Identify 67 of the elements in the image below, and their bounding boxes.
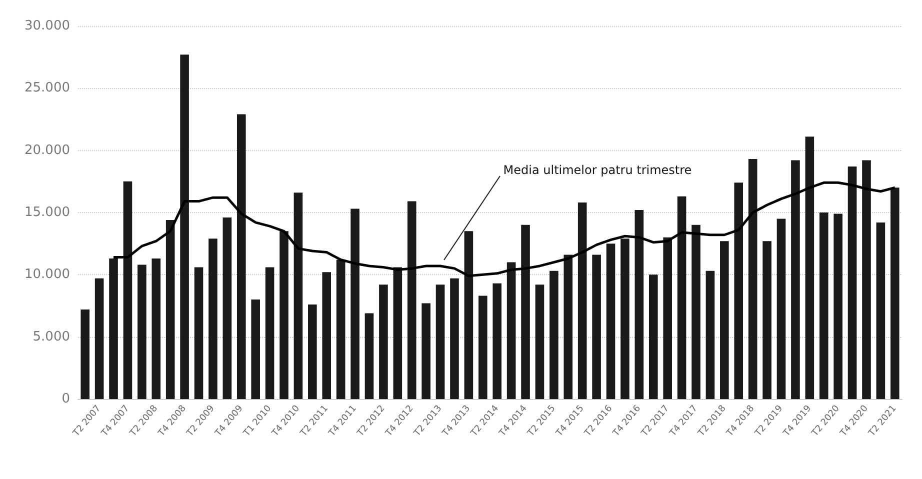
bar [464, 231, 474, 399]
y-tick-label: 5.000 [32, 329, 70, 344]
bar [506, 262, 516, 399]
bar [819, 212, 828, 399]
bar [138, 264, 146, 399]
y-tick-label: 15.000 [24, 205, 70, 220]
bar [350, 208, 360, 399]
bar [80, 309, 90, 399]
bar [379, 284, 388, 399]
bar [450, 278, 459, 399]
bar [152, 258, 161, 399]
bar [166, 220, 175, 399]
bar [834, 214, 842, 399]
bar [251, 300, 260, 399]
bar [478, 296, 488, 399]
bar [734, 182, 744, 399]
bar [592, 254, 601, 399]
bar [776, 218, 786, 399]
bar [492, 283, 502, 399]
bar [294, 192, 303, 399]
bar [564, 254, 573, 399]
bar [862, 160, 871, 399]
bar [336, 260, 346, 399]
bar [194, 267, 204, 399]
bar [280, 231, 288, 399]
bar [322, 272, 332, 399]
bar [634, 210, 644, 399]
bar [848, 166, 857, 399]
bar [436, 284, 445, 399]
bar [180, 54, 189, 399]
bar [550, 270, 558, 399]
bar [422, 303, 430, 399]
bar [762, 241, 772, 399]
bar [265, 267, 274, 399]
annotation: Media ultimelor patru trimestre [503, 162, 692, 177]
y-tick-label: 0 [62, 392, 70, 406]
bar [208, 238, 218, 399]
bar [94, 278, 104, 399]
bar [606, 244, 616, 399]
bar [805, 136, 814, 399]
line-series [112, 181, 896, 278]
bar [748, 159, 758, 399]
y-tick-label: 10.000 [24, 267, 70, 282]
bar [535, 284, 544, 399]
bar [663, 237, 672, 399]
bar [578, 202, 587, 399]
y-tick-label: 30.000 [24, 18, 70, 34]
bar [222, 217, 232, 399]
bar [692, 224, 700, 399]
bar [876, 222, 886, 399]
bar [236, 114, 246, 399]
y-tick-label: 20.000 [24, 142, 70, 158]
bar [393, 267, 402, 399]
bar [308, 304, 317, 399]
bar [648, 274, 658, 399]
bar [407, 201, 416, 399]
bar [706, 270, 715, 399]
bar [620, 238, 630, 399]
bar [521, 224, 530, 399]
bar [364, 313, 374, 399]
bar [123, 181, 132, 399]
bar [890, 188, 900, 399]
y-tick-label: 25.000 [24, 80, 70, 96]
bar [109, 258, 118, 399]
bar [791, 160, 800, 399]
bar [677, 196, 686, 399]
bar [720, 241, 729, 399]
